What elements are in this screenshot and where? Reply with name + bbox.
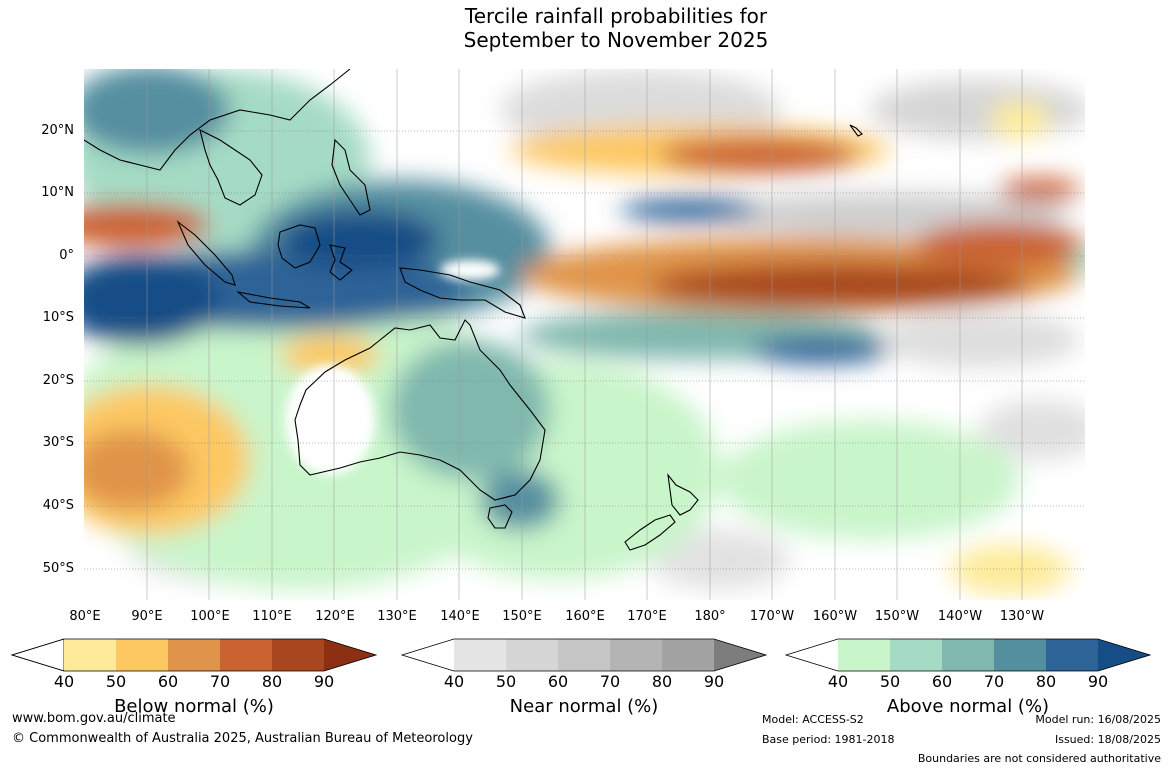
java-coastline xyxy=(236,291,311,309)
cb-near-tick: 50 xyxy=(495,672,517,691)
probability-map xyxy=(84,69,1085,600)
cb-near-tick: 80 xyxy=(651,672,673,691)
indochina-coastline xyxy=(199,128,263,206)
lon-label-90e: 90°E xyxy=(131,609,163,624)
cb-below-tick: 80 xyxy=(261,672,283,691)
cb-below-tick: 70 xyxy=(209,672,231,691)
boundary-disclaimer: Boundaries are not considered authoritat… xyxy=(917,752,1161,765)
base-period-label: Base period: 1981-2018 xyxy=(762,733,895,746)
lon-label-140e: 140°E xyxy=(440,609,480,624)
lon-label-150w: 150°W xyxy=(874,609,920,624)
tasmania-coastline xyxy=(487,504,513,529)
lon-label-110e: 110°E xyxy=(252,609,292,624)
asia-coastline xyxy=(84,69,351,171)
model-label: Model: ACCESS-S2 xyxy=(762,713,864,726)
lat-label-10n: 10°N xyxy=(41,185,74,200)
lon-label-170e: 170°E xyxy=(627,609,667,624)
hawaii-coastline xyxy=(849,124,863,137)
colorbar-near xyxy=(400,638,768,672)
website-link[interactable]: www.bom.gov.au/climate xyxy=(12,711,176,726)
sulawesi-coastline xyxy=(329,244,353,281)
cb-below-tick: 50 xyxy=(105,672,127,691)
cb-near-tick: 90 xyxy=(703,672,725,691)
cb-near-tick: 70 xyxy=(599,672,621,691)
cb-near-title: Near normal (%) xyxy=(509,696,659,717)
philippines-coastline xyxy=(331,138,371,216)
lat-label-50s: 50°S xyxy=(42,561,74,576)
lon-label-160w: 160°W xyxy=(812,609,858,624)
lon-label-130w: 130°W xyxy=(999,609,1045,624)
colorbar-above xyxy=(784,638,1152,672)
cb-below-tick: 60 xyxy=(157,672,179,691)
lon-label-160e: 160°E xyxy=(565,609,605,624)
copyright-notice: © Commonwealth of Australia 2025, Austra… xyxy=(12,731,473,746)
borneo-coastline xyxy=(277,224,321,269)
lat-label-20s: 20°S xyxy=(42,373,74,388)
graticule xyxy=(84,130,1085,570)
cb-below-tick: 40 xyxy=(53,672,75,691)
lat-label-20n: 20°N xyxy=(41,123,74,138)
cb-above-title: Above normal (%) xyxy=(886,696,1050,717)
new-guinea-coastline xyxy=(399,267,526,319)
cb-above-tick: 50 xyxy=(879,672,901,691)
lat-label-10s: 10°S xyxy=(42,310,74,325)
cb-above-tick: 90 xyxy=(1087,672,1109,691)
cb-above-tick: 60 xyxy=(931,672,953,691)
lon-label-120e: 120°E xyxy=(315,609,355,624)
cb-below-title: Below normal (%) xyxy=(114,696,274,717)
map-title: Tercile rainfall probabilities for Septe… xyxy=(0,4,1173,52)
lon-label-80e: 80°E xyxy=(69,609,101,624)
model-run-label: Model run: 16/08/2025 xyxy=(1035,713,1161,726)
colorbar-below xyxy=(10,638,378,672)
cb-above-tick: 40 xyxy=(827,672,849,691)
cb-above-tick: 70 xyxy=(983,672,1005,691)
sumatra-coastline xyxy=(176,220,236,286)
nz-north-coastline xyxy=(667,473,699,516)
title-line-1: Tercile rainfall probabilities for xyxy=(464,4,768,28)
lon-label-100e: 100°E xyxy=(190,609,230,624)
lon-label-140w: 140°W xyxy=(937,609,983,624)
cb-near-tick: 60 xyxy=(547,672,569,691)
lat-label-40s: 40°S xyxy=(42,498,74,513)
nz-south-coastline xyxy=(624,514,676,551)
lon-label-180: 180° xyxy=(694,609,726,624)
lon-label-150e: 150°E xyxy=(502,609,542,624)
cb-below-tick: 90 xyxy=(313,672,335,691)
lat-label-30s: 30°S xyxy=(42,435,74,450)
issued-label: Issued: 18/08/2025 xyxy=(1054,733,1161,746)
australia-coastline xyxy=(294,319,546,501)
cb-above-tick: 80 xyxy=(1035,672,1057,691)
lon-label-130e: 130°E xyxy=(377,609,417,624)
coastlines xyxy=(84,69,863,551)
title-line-2: September to November 2025 xyxy=(463,28,769,52)
lat-label-0: 0° xyxy=(59,248,74,263)
cb-near-tick: 40 xyxy=(443,672,465,691)
lon-label-170w: 170°W xyxy=(749,609,795,624)
